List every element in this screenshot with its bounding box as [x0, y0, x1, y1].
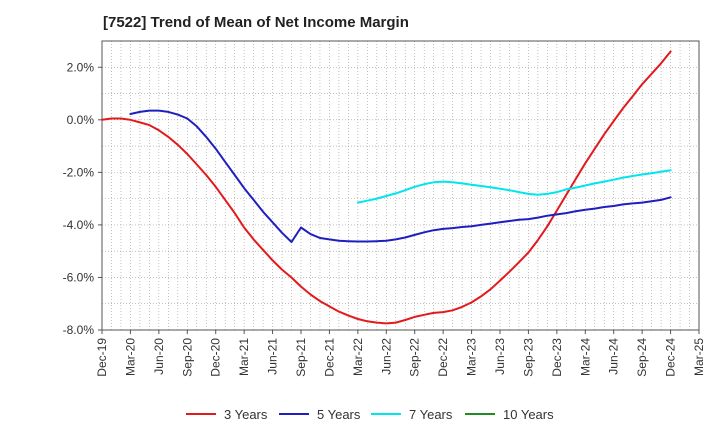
x-tick-label: Jun-24: [607, 338, 621, 375]
x-tick-label: Dec-20: [209, 338, 223, 377]
x-tick-label: Jun-23: [493, 338, 507, 375]
chart-title: [7522] Trend of Mean of Net Income Margi…: [103, 14, 409, 31]
tick-labels: 2.0% 0.0% -2.0% -4.0% -6.0% -8.0%Dec-19 Mar-20…: [63, 60, 706, 376]
y-tick-label: 0.0%: [67, 113, 95, 127]
plot-frame: [101, 40, 700, 331]
x-tick-label: Dec-21: [322, 338, 336, 377]
y-tick-label: -4.0%: [63, 218, 95, 232]
x-tick-label: Mar-24: [578, 338, 592, 376]
x-tick-label: Dec-24: [664, 338, 678, 377]
series-lines: [101, 50, 672, 325]
x-tick-label: Dec-19: [95, 338, 109, 377]
x-tick-label: Sep-24: [635, 338, 649, 377]
legend-label-10-years: 10 Years: [503, 407, 554, 422]
x-tick-label: Mar-25: [692, 338, 706, 376]
x-tick-label: Mar-21: [237, 338, 251, 376]
x-tick-label: Jun-20: [152, 338, 166, 375]
x-tick-label: Mar-22: [351, 338, 365, 376]
series-line-7-years: [356, 169, 672, 204]
axes: [98, 40, 700, 334]
x-tick-label: Jun-21: [266, 338, 280, 375]
grid: [102, 41, 699, 330]
x-tick-label: Dec-23: [550, 338, 564, 377]
x-tick-label: Jun-22: [379, 338, 393, 375]
x-tick-label: Sep-22: [408, 338, 422, 377]
x-tick-label: Mar-23: [465, 338, 479, 376]
x-tick-label: Sep-23: [521, 338, 535, 377]
x-tick-label: Dec-22: [436, 338, 450, 377]
y-tick-label: -6.0%: [63, 270, 95, 284]
legend-label-7-years: 7 Years: [409, 407, 453, 422]
legend-label-5-years: 5 Years: [317, 407, 361, 422]
x-tick-label: Sep-21: [294, 338, 308, 377]
y-tick-label: 2.0%: [67, 60, 95, 74]
x-tick-label: Sep-20: [180, 338, 194, 377]
y-tick-label: -2.0%: [63, 165, 95, 179]
series-line-5-years: [129, 109, 672, 243]
legend: 3 Years 5 Years 7 Years 10 Years: [186, 407, 554, 422]
y-tick-label: -8.0%: [63, 323, 95, 337]
x-tick-label: Mar-20: [123, 338, 137, 376]
legend-label-3-years: 3 Years: [224, 407, 268, 422]
series-line-3-years: [101, 50, 672, 325]
